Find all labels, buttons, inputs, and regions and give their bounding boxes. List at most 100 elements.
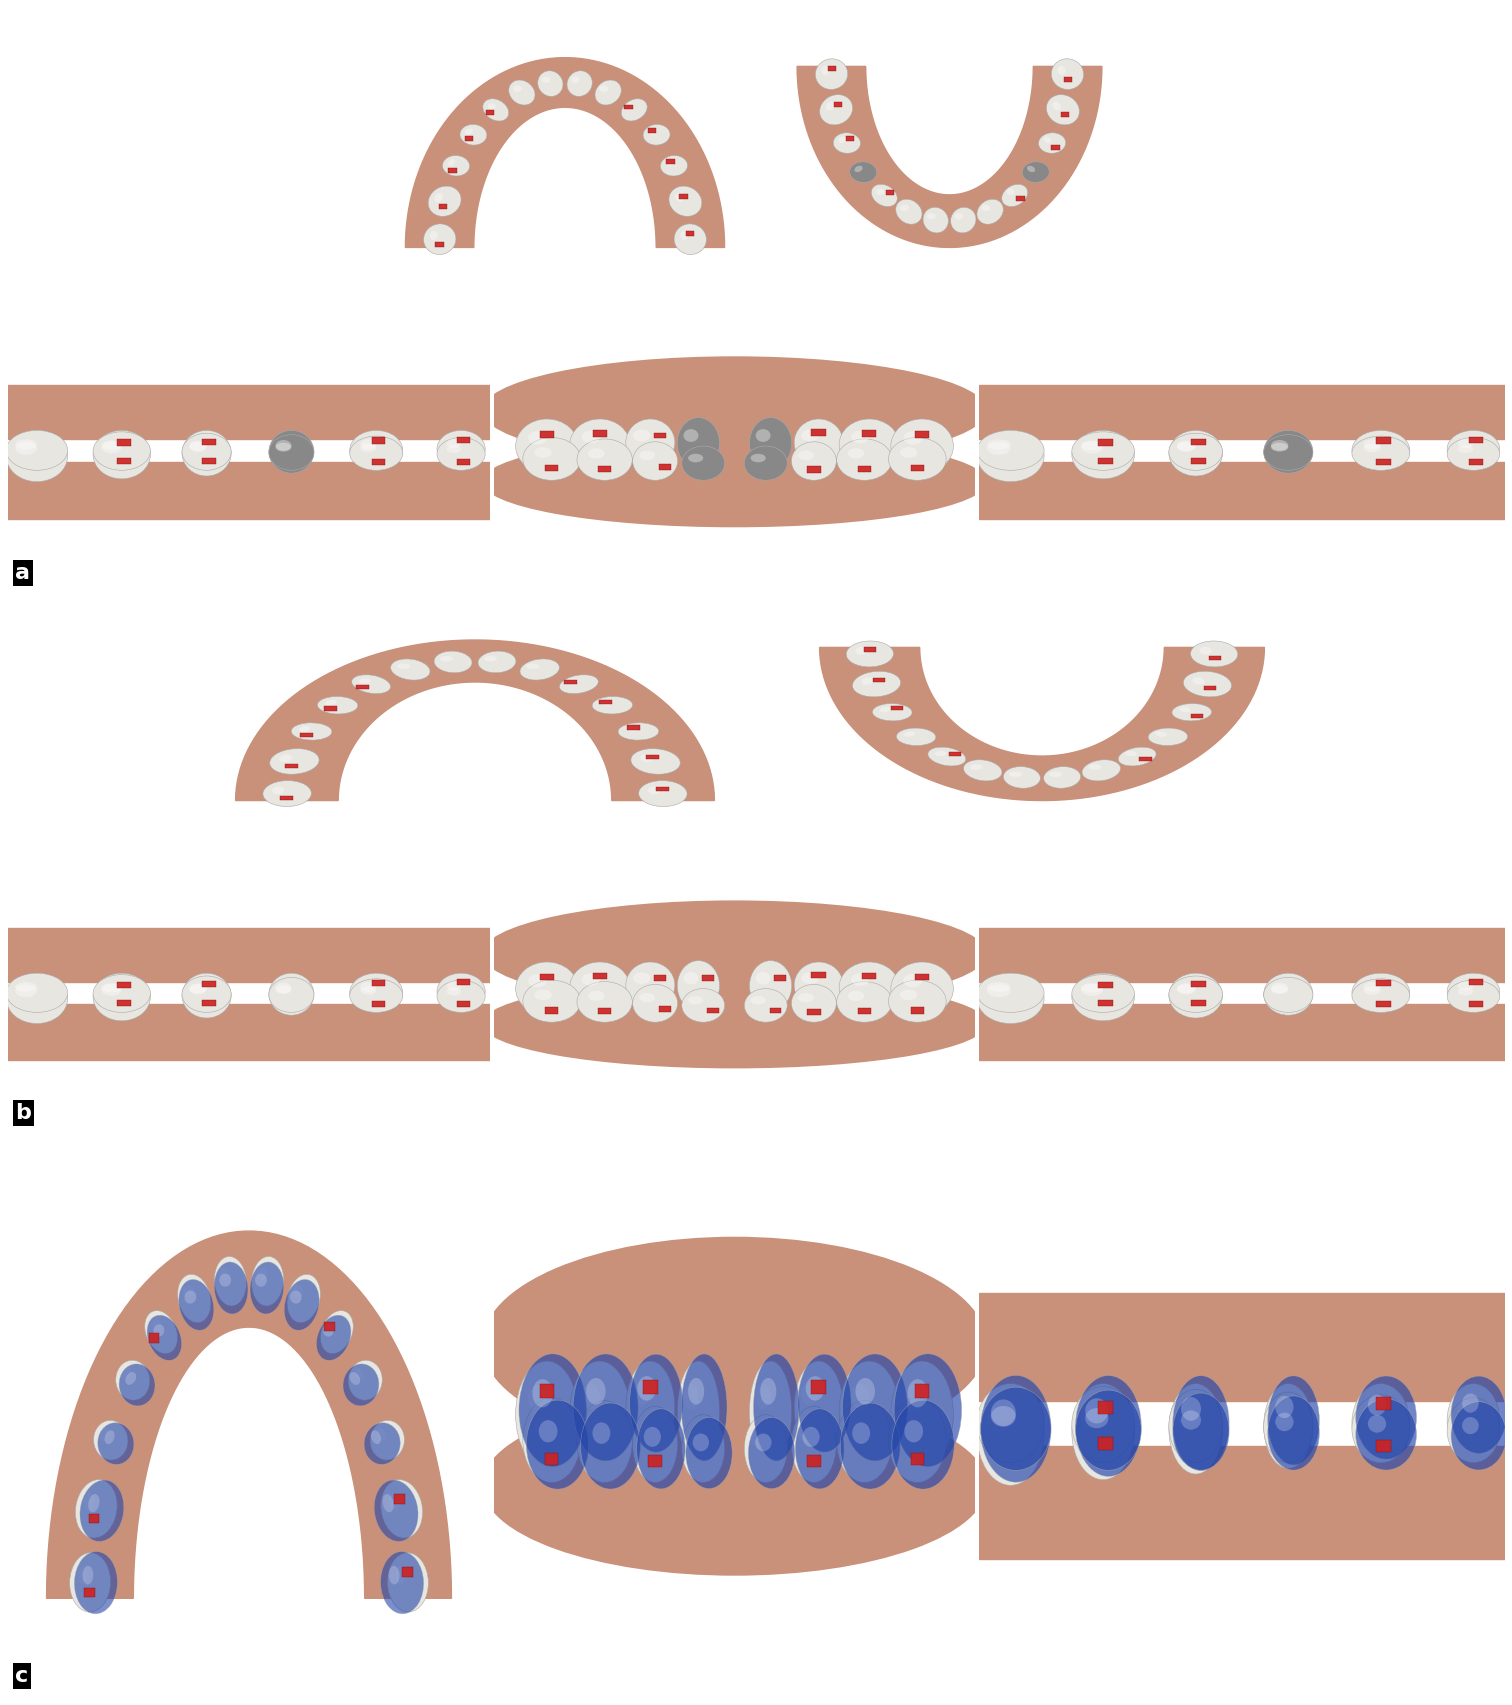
FancyBboxPatch shape xyxy=(325,706,337,711)
Ellipse shape xyxy=(395,1567,405,1584)
Ellipse shape xyxy=(676,193,683,201)
Ellipse shape xyxy=(1181,1396,1201,1420)
Ellipse shape xyxy=(290,1291,302,1304)
FancyBboxPatch shape xyxy=(812,1381,826,1395)
Ellipse shape xyxy=(528,1384,547,1412)
Ellipse shape xyxy=(871,184,897,206)
Ellipse shape xyxy=(744,447,788,481)
Polygon shape xyxy=(820,648,1264,801)
Ellipse shape xyxy=(977,199,1004,225)
Ellipse shape xyxy=(1052,102,1061,111)
Ellipse shape xyxy=(821,66,830,75)
Ellipse shape xyxy=(125,1373,136,1384)
Ellipse shape xyxy=(1169,975,1223,1013)
Ellipse shape xyxy=(798,450,813,460)
Ellipse shape xyxy=(292,1286,304,1298)
FancyBboxPatch shape xyxy=(857,465,871,472)
Ellipse shape xyxy=(516,419,578,474)
Ellipse shape xyxy=(275,440,292,450)
Ellipse shape xyxy=(1356,1398,1417,1470)
Ellipse shape xyxy=(1075,1376,1142,1477)
Ellipse shape xyxy=(987,1407,1010,1432)
Ellipse shape xyxy=(1176,984,1196,994)
Ellipse shape xyxy=(269,435,314,471)
Ellipse shape xyxy=(1155,731,1167,737)
FancyBboxPatch shape xyxy=(485,111,494,116)
Ellipse shape xyxy=(891,1361,954,1468)
Ellipse shape xyxy=(1272,982,1288,992)
Ellipse shape xyxy=(147,1315,181,1361)
FancyBboxPatch shape xyxy=(653,433,667,438)
Ellipse shape xyxy=(116,1361,150,1400)
Ellipse shape xyxy=(1275,1413,1294,1430)
Ellipse shape xyxy=(1458,1412,1473,1429)
Ellipse shape xyxy=(661,155,688,176)
Ellipse shape xyxy=(987,440,1010,450)
FancyBboxPatch shape xyxy=(118,457,132,464)
Ellipse shape xyxy=(875,189,885,194)
Ellipse shape xyxy=(1057,66,1066,75)
Ellipse shape xyxy=(626,1361,674,1454)
Ellipse shape xyxy=(1046,95,1080,124)
Ellipse shape xyxy=(803,1427,820,1448)
FancyBboxPatch shape xyxy=(301,733,313,737)
FancyBboxPatch shape xyxy=(653,975,667,980)
FancyBboxPatch shape xyxy=(1098,440,1113,445)
Ellipse shape xyxy=(963,760,1002,781)
Ellipse shape xyxy=(1356,1376,1417,1459)
Ellipse shape xyxy=(101,984,122,996)
Ellipse shape xyxy=(587,1378,606,1405)
Ellipse shape xyxy=(640,992,655,1003)
Ellipse shape xyxy=(928,747,966,766)
Ellipse shape xyxy=(1176,442,1196,450)
Ellipse shape xyxy=(1176,1407,1196,1424)
Ellipse shape xyxy=(626,104,634,109)
Ellipse shape xyxy=(977,974,1045,1013)
FancyBboxPatch shape xyxy=(324,1321,334,1332)
Ellipse shape xyxy=(750,418,792,469)
Ellipse shape xyxy=(977,1383,1045,1463)
Ellipse shape xyxy=(327,1320,337,1332)
Ellipse shape xyxy=(94,431,150,471)
Ellipse shape xyxy=(94,975,150,1013)
Ellipse shape xyxy=(1169,433,1223,471)
FancyBboxPatch shape xyxy=(118,999,132,1006)
Ellipse shape xyxy=(977,430,1045,471)
FancyBboxPatch shape xyxy=(464,136,473,142)
Ellipse shape xyxy=(987,982,1010,992)
Ellipse shape xyxy=(1193,677,1205,685)
Ellipse shape xyxy=(1264,1391,1312,1463)
Ellipse shape xyxy=(1148,728,1187,745)
Ellipse shape xyxy=(1179,706,1190,713)
Ellipse shape xyxy=(1173,1393,1229,1470)
Ellipse shape xyxy=(836,1400,892,1482)
FancyBboxPatch shape xyxy=(627,726,640,730)
Ellipse shape xyxy=(1458,1400,1473,1419)
Ellipse shape xyxy=(1089,764,1101,771)
Ellipse shape xyxy=(640,755,653,762)
Ellipse shape xyxy=(446,445,461,454)
Ellipse shape xyxy=(275,982,292,992)
Ellipse shape xyxy=(1022,162,1049,182)
Ellipse shape xyxy=(1119,747,1157,766)
Ellipse shape xyxy=(801,430,818,442)
Ellipse shape xyxy=(1364,987,1380,994)
Ellipse shape xyxy=(6,974,68,1013)
Ellipse shape xyxy=(1275,1396,1294,1419)
Ellipse shape xyxy=(446,987,461,996)
Ellipse shape xyxy=(806,1376,824,1400)
Ellipse shape xyxy=(895,199,922,225)
Ellipse shape xyxy=(482,356,987,464)
FancyBboxPatch shape xyxy=(89,1514,100,1524)
Ellipse shape xyxy=(322,1325,334,1337)
Ellipse shape xyxy=(668,186,702,217)
FancyBboxPatch shape xyxy=(1208,656,1220,660)
Ellipse shape xyxy=(951,208,975,234)
Polygon shape xyxy=(236,639,714,801)
Ellipse shape xyxy=(801,1383,818,1405)
Ellipse shape xyxy=(643,124,670,145)
Ellipse shape xyxy=(1447,1383,1500,1458)
FancyBboxPatch shape xyxy=(1098,1437,1113,1449)
Ellipse shape xyxy=(889,980,947,1023)
Ellipse shape xyxy=(189,984,207,994)
